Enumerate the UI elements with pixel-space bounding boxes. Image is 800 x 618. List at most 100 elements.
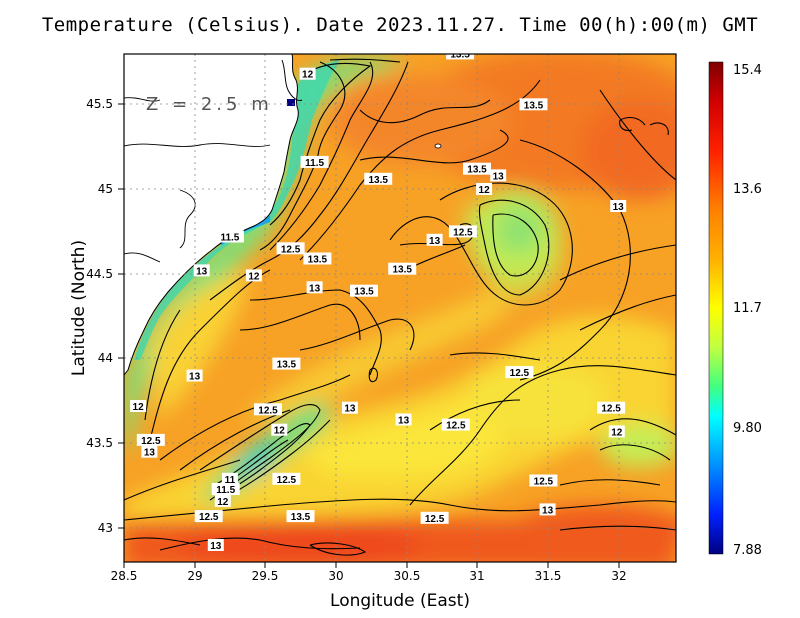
contour-label-text: 11.5 xyxy=(216,485,235,496)
contour-label-text: 12.5 xyxy=(601,404,621,415)
contour-label: 13 xyxy=(610,200,627,213)
contour-label-text: 12 xyxy=(217,497,229,508)
contour-label: 12 xyxy=(271,423,288,437)
contour-label-bg xyxy=(476,183,493,195)
contour-label-text: 12 xyxy=(611,427,623,438)
contour-label-text: 12 xyxy=(248,271,260,282)
contour-label: 13.5 xyxy=(463,162,491,176)
x-tick-label: 31.5 xyxy=(535,569,562,583)
colorbar-label: 9.80 xyxy=(733,421,762,436)
contour-label-text: 12 xyxy=(479,185,491,196)
contour-label-bg xyxy=(426,233,443,246)
contour-label: 13.5 xyxy=(350,284,378,298)
depth-label: Z = 2.5 m xyxy=(146,94,273,115)
contour-label-bg xyxy=(207,539,224,551)
contour-label-bg xyxy=(420,511,449,524)
contour-label-bg xyxy=(490,169,507,182)
x-tick-label: 29.5 xyxy=(252,569,279,583)
contour-label-text: 11 xyxy=(225,475,236,486)
contour-label-bg xyxy=(539,503,556,516)
contour-label-bg xyxy=(597,401,626,414)
contour-label-bg xyxy=(254,403,282,416)
contour-label-bg xyxy=(271,423,288,436)
contour-label: 13 xyxy=(193,264,210,277)
contour-label-text: 12 xyxy=(274,426,286,437)
contour-label: 12.5 xyxy=(254,403,282,416)
chart-title: Temperature (Celsius). Date 2023.11.27. … xyxy=(41,14,759,36)
contour-label: 13.5 xyxy=(303,252,332,266)
contour-label-bg xyxy=(529,474,558,487)
x-tick-label: 32 xyxy=(611,569,626,583)
contour-label: 12.5 xyxy=(505,366,534,379)
contour-label-text: 13 xyxy=(144,448,156,459)
colorbar-gradient xyxy=(708,61,724,555)
contour-label-bg xyxy=(214,494,231,507)
axis-ticks xyxy=(118,103,620,568)
contour-label-bg xyxy=(303,252,332,265)
contour-label: 12.5 xyxy=(597,401,626,415)
colorbar-label: 7.88 xyxy=(733,543,762,558)
contour-label: 13.5 xyxy=(286,510,315,523)
y-tick-labels: 43 43.5 44 44.5 45 45.5 xyxy=(86,97,113,535)
contour-label: 13 xyxy=(395,413,412,427)
x-tick-labels: 28.5 29 29.5 30 30.5 31 31.5 32 xyxy=(111,569,627,583)
contour-label-bg xyxy=(341,401,358,414)
contour-label: 13 xyxy=(186,369,203,383)
colorbar-label: 13.6 xyxy=(733,182,762,197)
contour-label-bg xyxy=(186,369,203,382)
contour-label: 13.5 xyxy=(519,98,548,111)
x-tick-label: 29 xyxy=(187,569,202,583)
contour-label-bg xyxy=(300,155,329,168)
contour-label: 12 xyxy=(608,425,625,438)
contour-label-bg xyxy=(364,172,393,185)
contour-label-text: 13 xyxy=(309,283,321,294)
contour-label-text: 12 xyxy=(302,70,314,81)
contour-label: 13 xyxy=(539,503,556,516)
contour-label-bg xyxy=(276,242,305,255)
contour-label-bg xyxy=(215,230,244,243)
contour-label: 13 xyxy=(141,445,158,459)
contour-label: 13 xyxy=(426,233,443,247)
contour-label-text: 12.5 xyxy=(281,244,301,255)
contour-label: 12.5 xyxy=(194,510,223,523)
temperature-field: Z = 2.5 m 1213.513.511.513.51313.5121312… xyxy=(124,54,676,562)
contour-label: 12.5 xyxy=(136,433,165,447)
contour-label-bg xyxy=(388,262,417,275)
contour-label-text: 12.5 xyxy=(446,421,466,432)
contour-label: 13 xyxy=(341,401,358,415)
contour-label-text: 12.5 xyxy=(453,227,473,238)
contour-label: 12 xyxy=(245,269,262,282)
contour-label-text: 13.5 xyxy=(277,360,297,371)
contour-label-bg xyxy=(448,225,477,238)
x-tick-label: 31 xyxy=(469,569,484,583)
contour-label-bg xyxy=(395,413,412,426)
contour-label: 12.5 xyxy=(276,242,305,255)
contour-label-bg xyxy=(136,433,165,446)
contour-label-bg xyxy=(505,366,534,379)
contour-label-text: 13.5 xyxy=(291,512,311,523)
contour-label-text: 13 xyxy=(196,266,208,277)
contour-label: 13.5 xyxy=(364,172,393,186)
contour-label-text: 13.5 xyxy=(392,265,412,276)
contour-label-text: 13.5 xyxy=(354,287,374,298)
contour-label: 12.5 xyxy=(448,225,477,238)
contour-label-bg xyxy=(299,67,316,80)
colorbar-label: 11.7 xyxy=(733,301,762,316)
contour-label-text: 13 xyxy=(429,236,441,247)
y-tick-label: 44.5 xyxy=(86,267,113,281)
contour-label: 13.5 xyxy=(446,54,475,60)
contour-label-text: 13.5 xyxy=(467,165,487,176)
contour-label: 12.5 xyxy=(529,474,558,488)
contour-lines xyxy=(124,58,676,556)
contour-label-bg xyxy=(350,284,378,297)
contour-label: 12 xyxy=(130,400,147,413)
contour-label: 12.5 xyxy=(420,511,449,525)
contour-label-text: 11.5 xyxy=(220,233,239,244)
contour-label-bg xyxy=(141,445,158,458)
contour-label: 13 xyxy=(207,539,224,552)
contour-label-text: 13.5 xyxy=(368,175,388,186)
contour-label: 12 xyxy=(214,494,231,508)
contour-label-text: 13 xyxy=(613,202,625,213)
contour-label-bg xyxy=(193,264,210,277)
